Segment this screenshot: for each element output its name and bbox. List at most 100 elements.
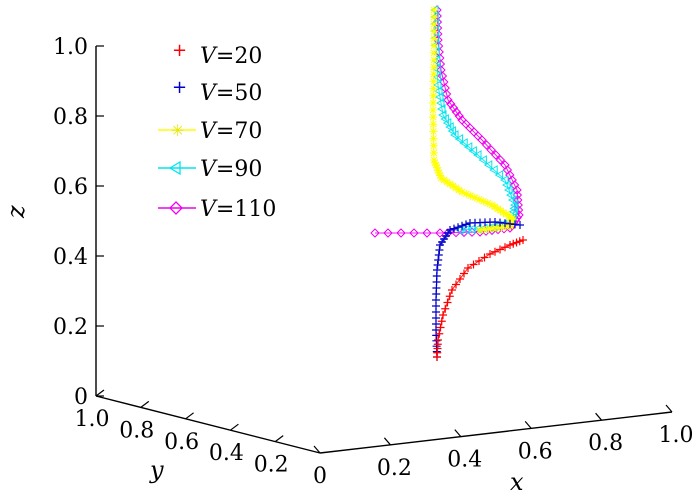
trajectory-point-yellow	[488, 224, 497, 233]
z-tick-label: 0.8	[53, 105, 88, 130]
legend-label: V=70	[200, 119, 262, 144]
trajectory-point-cyan	[466, 224, 476, 235]
trajectory-point-red	[469, 260, 478, 269]
trajectory-point-yellow	[432, 161, 440, 170]
x-tick	[665, 404, 673, 413]
legend-entry-v110: V=110	[158, 197, 276, 222]
legend-label: V=110	[200, 197, 276, 222]
trajectory-point-cyan	[433, 86, 443, 96]
trajectory-point-red	[434, 336, 442, 344]
trajectory-point-yellow	[430, 27, 438, 36]
trajectory-point-magenta	[481, 140, 492, 150]
y-tick-label: 1.0	[75, 407, 110, 432]
trajectory-point-yellow	[452, 184, 460, 192]
trajectory-point-magenta	[491, 150, 501, 160]
trajectory-point-red	[475, 257, 483, 265]
trajectory-point-yellow	[429, 134, 438, 143]
trajectory-point-cyan	[499, 175, 509, 185]
trajectory-point-blue	[454, 223, 462, 232]
trajectory-point-yellow	[429, 120, 438, 129]
trajectory-point-magenta	[448, 103, 459, 113]
trajectory-point-magenta	[396, 228, 406, 238]
trajectory-point-yellow	[430, 6, 438, 14]
trajectory-point-red	[486, 250, 494, 258]
trajectory-point-yellow	[502, 210, 511, 219]
trajectory-point-yellow	[430, 13, 438, 22]
trajectory-point-yellow	[496, 206, 505, 215]
trajectory-point-blue	[450, 224, 458, 233]
trajectory-point-red	[501, 243, 509, 252]
trajectory-point-yellow	[483, 199, 492, 208]
trajectory-point-yellow	[458, 188, 466, 196]
x-tick-label: 0	[313, 464, 327, 489]
trajectory-point-cyan	[509, 203, 518, 214]
axes: 0 0.2 0.4 0.6 0.8 1.0 1.0 0.8 0.6 0.4 0.2 0 0.2 0.4 0.…	[2, 35, 694, 496]
trajectory-point-yellow	[480, 225, 489, 234]
x-tick-label: 0.8	[588, 431, 623, 456]
x-tick-label: 1.0	[659, 423, 694, 448]
legend-marker-star-yellow: ✳	[171, 121, 184, 140]
trajectory-point-yellow	[475, 195, 484, 204]
trajectory-point-red	[436, 323, 445, 332]
trajectory-point-magenta	[443, 95, 453, 105]
legend-entry-v90: V=90	[158, 157, 262, 182]
legend-marker-diamond-magenta	[169, 201, 183, 215]
trajectory-point-cyan	[468, 146, 477, 156]
trajectory-point-yellow	[443, 178, 451, 186]
trajectory-point-magenta	[454, 111, 464, 121]
trajectory-point-yellow	[499, 208, 508, 217]
trajectory-point-yellow	[429, 98, 438, 107]
trajectory-point-yellow	[430, 41, 438, 50]
trajectory-point-cyan	[430, 12, 439, 22]
trajectory-point-yellow	[462, 189, 471, 198]
trajectory-point-yellow	[429, 141, 438, 150]
trajectory-point-cyan	[505, 190, 515, 200]
x-tick-label: 0.2	[377, 456, 412, 481]
y-tick	[185, 412, 194, 420]
legend-entry-v20: + V=20	[172, 40, 262, 69]
trajectory-point-cyan	[509, 200, 519, 210]
trajectory-point-cyan	[454, 134, 464, 144]
trajectory-point-cyan	[432, 80, 442, 90]
trajectory-point-magenta	[435, 228, 445, 238]
trajectory-point-cyan	[437, 110, 447, 120]
trajectory-point-magenta	[383, 228, 393, 238]
x-tick	[524, 421, 532, 429]
legend-label: V=90	[200, 157, 262, 182]
trajectory-point-blue	[516, 221, 524, 229]
trajectory-point-yellow	[430, 20, 438, 29]
trajectory-point-magenta	[512, 190, 523, 200]
trajectory-point-cyan	[507, 195, 517, 205]
trajectory-point-yellow	[430, 34, 438, 43]
trajectory-point-yellow	[470, 193, 479, 202]
y-tick-label: 0.6	[164, 430, 199, 455]
trajectory-point-red	[443, 298, 452, 307]
x-tick	[313, 445, 321, 454]
y-axis-line	[95, 395, 321, 454]
trajectory-point-yellow	[429, 106, 437, 114]
y-axis-title: y	[149, 456, 164, 484]
trajectory-point-cyan	[435, 98, 445, 108]
trajectory-point-red	[441, 304, 450, 313]
trajectory-point-yellow	[429, 70, 438, 79]
trajectory-point-blue	[458, 221, 466, 230]
trajectory-point-cyan	[501, 180, 511, 190]
trajectory-point-yellow	[490, 202, 499, 211]
trajectory-point-yellow	[446, 180, 454, 188]
z-tick-label: 0.4	[53, 245, 88, 270]
trajectory-point-yellow	[449, 182, 457, 190]
trajectory-point-yellow	[493, 223, 502, 232]
trajectory-point-magenta	[432, 17, 443, 27]
trajectory-point-yellow	[429, 77, 438, 86]
trajectory-point-cyan	[440, 114, 449, 124]
trajectory-point-red	[464, 264, 472, 272]
trajectory-point-cyan	[442, 118, 452, 128]
trajectory-point-magenta	[446, 99, 456, 109]
trajectory-point-cyan	[430, 19, 439, 29]
trajectory-point-magenta	[432, 23, 443, 33]
y-tick-label: 0.4	[209, 441, 244, 466]
trajectory-point-red	[460, 269, 468, 278]
trajectory-point-yellow	[479, 197, 488, 206]
trajectory-point-yellow	[431, 158, 439, 167]
z-tick-label: 0.6	[53, 175, 88, 200]
